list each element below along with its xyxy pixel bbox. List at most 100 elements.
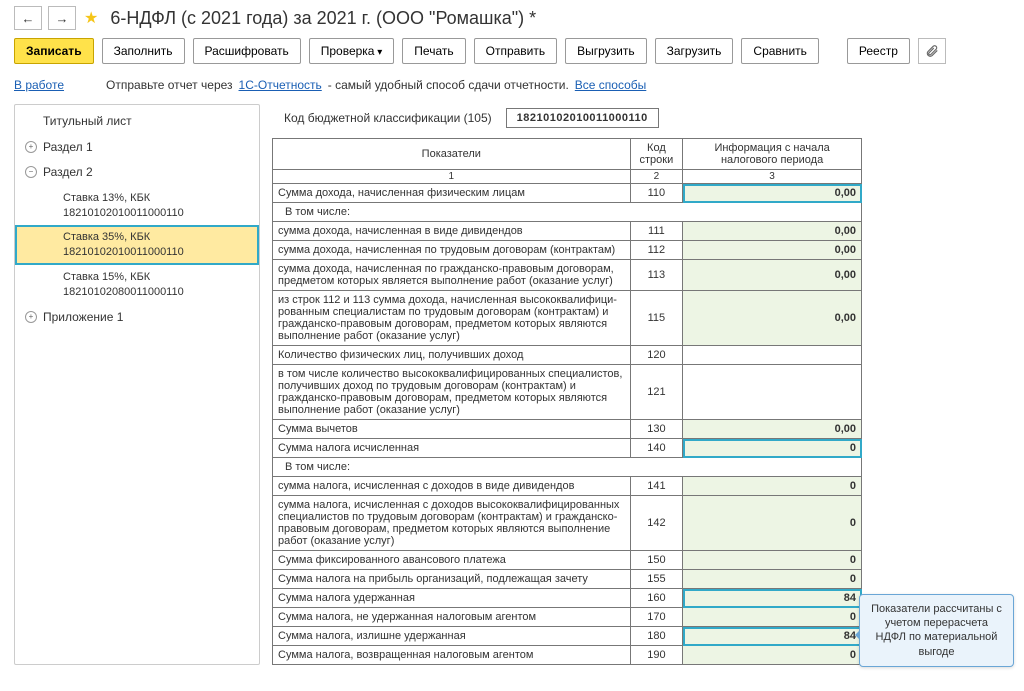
row-value[interactable]: 0,00	[683, 222, 862, 241]
attachment-icon[interactable]	[918, 38, 946, 64]
info-link-1[interactable]: 1С-Отчетность	[239, 78, 322, 92]
indicators-table: Показатели Код строки Информация с начал…	[272, 138, 862, 665]
print-button[interactable]: Печать	[402, 38, 465, 64]
back-button[interactable]: ←	[14, 6, 42, 30]
row-label: Сумма налога, не удержанная налоговым аг…	[273, 608, 631, 627]
table-row: сумма налога, исчисленная с доходов в ви…	[273, 477, 862, 496]
row-section-label: В том числе:	[273, 203, 862, 222]
row-code: 190	[630, 646, 683, 665]
row-label: Сумма дохода, начисленная физическим лиц…	[273, 184, 631, 203]
row-label: из строк 112 и 113 сумма дохода, начисле…	[273, 291, 631, 346]
row-code: 141	[630, 477, 683, 496]
table-row: Сумма налога удержанная16084	[273, 589, 862, 608]
tree-section-1[interactable]: + Раздел 1	[15, 135, 259, 161]
row-value[interactable]: 0	[683, 646, 862, 665]
table-row: сумма дохода, начисленная по гражданско-…	[273, 260, 862, 291]
info-link-2[interactable]: Все способы	[575, 78, 647, 92]
row-label: Сумма фиксированного авансового платежа	[273, 551, 631, 570]
tree-section-2[interactable]: − Раздел 2	[15, 160, 259, 186]
row-value[interactable]: 0	[683, 570, 862, 589]
compare-button[interactable]: Сравнить	[741, 38, 818, 64]
row-code: 110	[630, 184, 683, 203]
row-label: сумма дохода, начисленная в виде дивиден…	[273, 222, 631, 241]
send-button[interactable]: Отправить	[474, 38, 558, 64]
row-value[interactable]: 0	[683, 439, 862, 458]
row-label: Количество физических лиц, получивших до…	[273, 346, 631, 365]
tree-appendix-1[interactable]: + Приложение 1	[15, 305, 259, 331]
table-row: В том числе:	[273, 203, 862, 222]
row-label: Сумма налога, возвращенная налоговым аге…	[273, 646, 631, 665]
write-button[interactable]: Записать	[14, 38, 94, 64]
registry-button[interactable]: Реестр	[847, 38, 910, 64]
expand-icon[interactable]: +	[25, 141, 37, 153]
callout-tooltip: Показатели рассчитаны с учетом перерасче…	[859, 594, 1014, 667]
row-value[interactable]	[683, 346, 862, 365]
table-row: сумма дохода, начисленная в виде дивиден…	[273, 222, 862, 241]
table-row: сумма налога, исчисленная с доходов высо…	[273, 496, 862, 551]
row-code: 155	[630, 570, 683, 589]
row-label: сумма дохода, начисленная по трудовым до…	[273, 241, 631, 260]
row-value[interactable]: 0	[683, 551, 862, 570]
table-row: в том числе количество высококвалифициро…	[273, 365, 862, 420]
row-label: Сумма налога исчисленная	[273, 439, 631, 458]
row-code: 115	[630, 291, 683, 346]
th-code: Код строки	[630, 139, 683, 170]
table-row: Сумма налога, излишне удержанная18084	[273, 627, 862, 646]
check-button[interactable]: Проверка	[309, 38, 395, 64]
table-row: Сумма дохода, начисленная физическим лиц…	[273, 184, 862, 203]
table-row: Количество физических лиц, получивших до…	[273, 346, 862, 365]
info-text-1: Отправьте отчет через	[106, 78, 233, 92]
kbk-label: Код бюджетной классификации (105)	[284, 111, 492, 125]
fill-button[interactable]: Заполнить	[102, 38, 185, 64]
row-code: 112	[630, 241, 683, 260]
tree-rate-35[interactable]: Ставка 35%, КБК 18210102010011000110	[15, 225, 259, 265]
row-label: Сумма вычетов	[273, 420, 631, 439]
info-text-2: - самый удобный способ сдачи отчетности.	[328, 78, 569, 92]
row-value[interactable]: 84	[683, 627, 862, 646]
row-code: 120	[630, 346, 683, 365]
decode-button[interactable]: Расшифровать	[193, 38, 301, 64]
row-label: в том числе количество высококвалифициро…	[273, 365, 631, 420]
table-row: Сумма налога на прибыль организаций, под…	[273, 570, 862, 589]
table-row: Сумма вычетов1300,00	[273, 420, 862, 439]
star-icon[interactable]: ★	[82, 8, 100, 28]
table-row: Сумма налога, возвращенная налоговым аге…	[273, 646, 862, 665]
row-label: сумма налога, исчисленная с доходов высо…	[273, 496, 631, 551]
table-row: В том числе:	[273, 458, 862, 477]
collapse-icon[interactable]: −	[25, 166, 37, 178]
table-row: Сумма налога исчисленная1400	[273, 439, 862, 458]
upload-button[interactable]: Выгрузить	[565, 38, 647, 64]
row-section-label: В том числе:	[273, 458, 862, 477]
row-value[interactable]: 0,00	[683, 260, 862, 291]
row-value[interactable]: 0	[683, 477, 862, 496]
row-value[interactable]: 84	[683, 589, 862, 608]
tree-rate-15[interactable]: Ставка 15%, КБК 18210102080011000110	[15, 265, 259, 305]
tree-title-page[interactable]: Титульный лист	[15, 109, 259, 135]
row-value[interactable]: 0	[683, 608, 862, 627]
kbk-value: 18210102010011000110	[506, 108, 659, 128]
row-label: Сумма налога удержанная	[273, 589, 631, 608]
download-button[interactable]: Загрузить	[655, 38, 734, 64]
row-code: 130	[630, 420, 683, 439]
row-value[interactable]	[683, 365, 862, 420]
row-value[interactable]: 0,00	[683, 420, 862, 439]
forward-button[interactable]: →	[48, 6, 76, 30]
expand-icon[interactable]: +	[25, 311, 37, 323]
row-code: 150	[630, 551, 683, 570]
status-link[interactable]: В работе	[14, 78, 64, 92]
row-value[interactable]: 0,00	[683, 184, 862, 203]
tree-rate-13[interactable]: Ставка 13%, КБК 18210102010011000110	[15, 186, 259, 226]
table-row: сумма дохода, начисленная по трудовым до…	[273, 241, 862, 260]
table-row: из строк 112 и 113 сумма дохода, начисле…	[273, 291, 862, 346]
row-code: 170	[630, 608, 683, 627]
row-code: 111	[630, 222, 683, 241]
row-label: Сумма налога на прибыль организаций, под…	[273, 570, 631, 589]
row-value[interactable]: 0,00	[683, 291, 862, 346]
row-value[interactable]: 0	[683, 496, 862, 551]
row-code: 160	[630, 589, 683, 608]
row-value[interactable]: 0,00	[683, 241, 862, 260]
th-value: Информация с начала налогового периода	[683, 139, 862, 170]
row-label: сумма дохода, начисленная по гражданско-…	[273, 260, 631, 291]
row-code: 121	[630, 365, 683, 420]
table-row: Сумма налога, не удержанная налоговым аг…	[273, 608, 862, 627]
